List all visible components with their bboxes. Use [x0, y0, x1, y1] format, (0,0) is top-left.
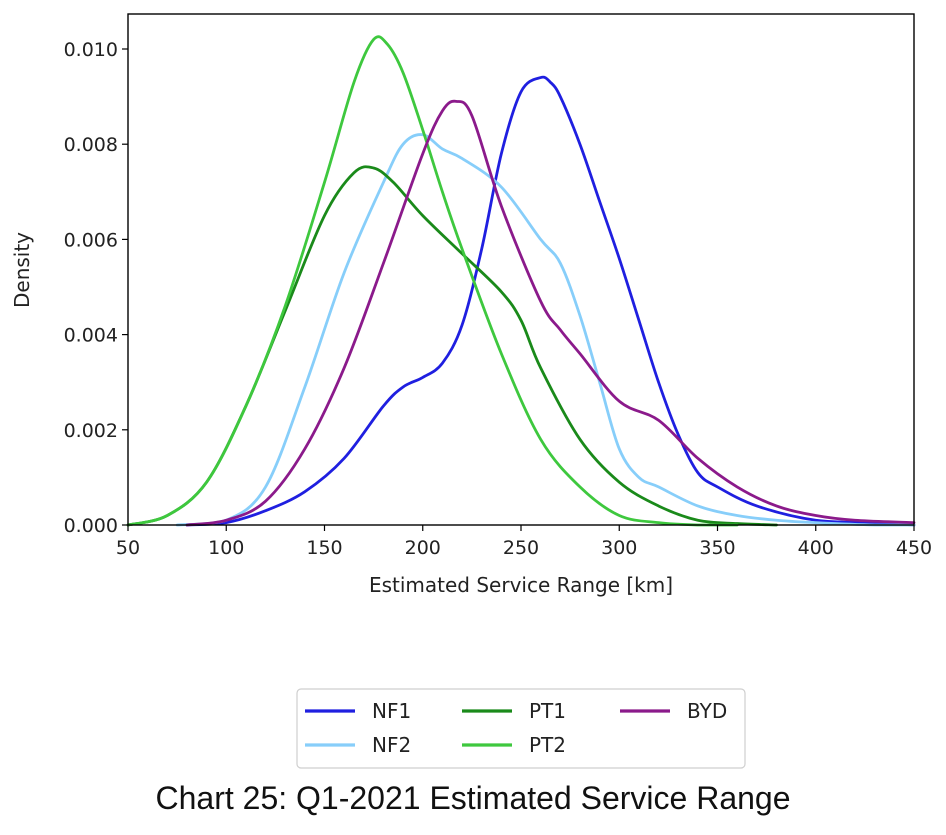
y-tick-label: 0.000 — [64, 515, 118, 537]
series-line-byd — [185, 99, 916, 527]
legend: NF1 NF2 PT1 PT2 BYD — [296, 688, 746, 769]
x-tick-label: 350 — [699, 537, 735, 559]
y-axis-ticks: 0.000 0.002 0.004 0.006 0.008 0.010 — [64, 39, 128, 537]
y-tick-label: 0.004 — [64, 325, 118, 347]
x-tick-label: 300 — [601, 537, 637, 559]
x-tick-label: 400 — [798, 537, 834, 559]
legend-label-pt1: PT1 — [529, 699, 566, 723]
y-axis-title: Density — [10, 232, 34, 308]
series-layer — [126, 35, 916, 527]
density-chart: 50 100 150 200 250 300 350 400 450 0.0000.0020.0… — [10, 13, 932, 769]
x-axis-ticks: 50 100 150 200 250 300 350 400 450 — [116, 525, 932, 559]
x-axis-title: Estimated Service Range [km] — [369, 573, 673, 597]
y-tick-label: 0.010 — [64, 39, 118, 61]
x-tick-label: 150 — [306, 537, 342, 559]
x-tick-label: 450 — [896, 537, 932, 559]
x-tick-label: 200 — [405, 537, 441, 559]
legend-label-pt2: PT2 — [529, 733, 566, 757]
y-tick-label: 0.008 — [64, 134, 118, 156]
x-tick-label: 250 — [503, 537, 539, 559]
legend-box — [296, 688, 746, 769]
legend-label-byd: BYD — [687, 699, 727, 723]
series-line-pt2 — [126, 35, 739, 527]
legend-label-nf2: NF2 — [372, 733, 411, 757]
chart-caption: Chart 25: Q1-2021 Estimated Service Rang… — [155, 780, 791, 816]
x-tick-label: 50 — [116, 537, 140, 559]
legend-label-nf1: NF1 — [372, 699, 411, 723]
y-tick-label: 0.002 — [64, 420, 118, 442]
series-line-nf2 — [175, 133, 916, 527]
x-tick-label: 100 — [208, 537, 244, 559]
y-tick-label: 0.006 — [64, 229, 118, 251]
series-line-nf1 — [185, 75, 916, 527]
